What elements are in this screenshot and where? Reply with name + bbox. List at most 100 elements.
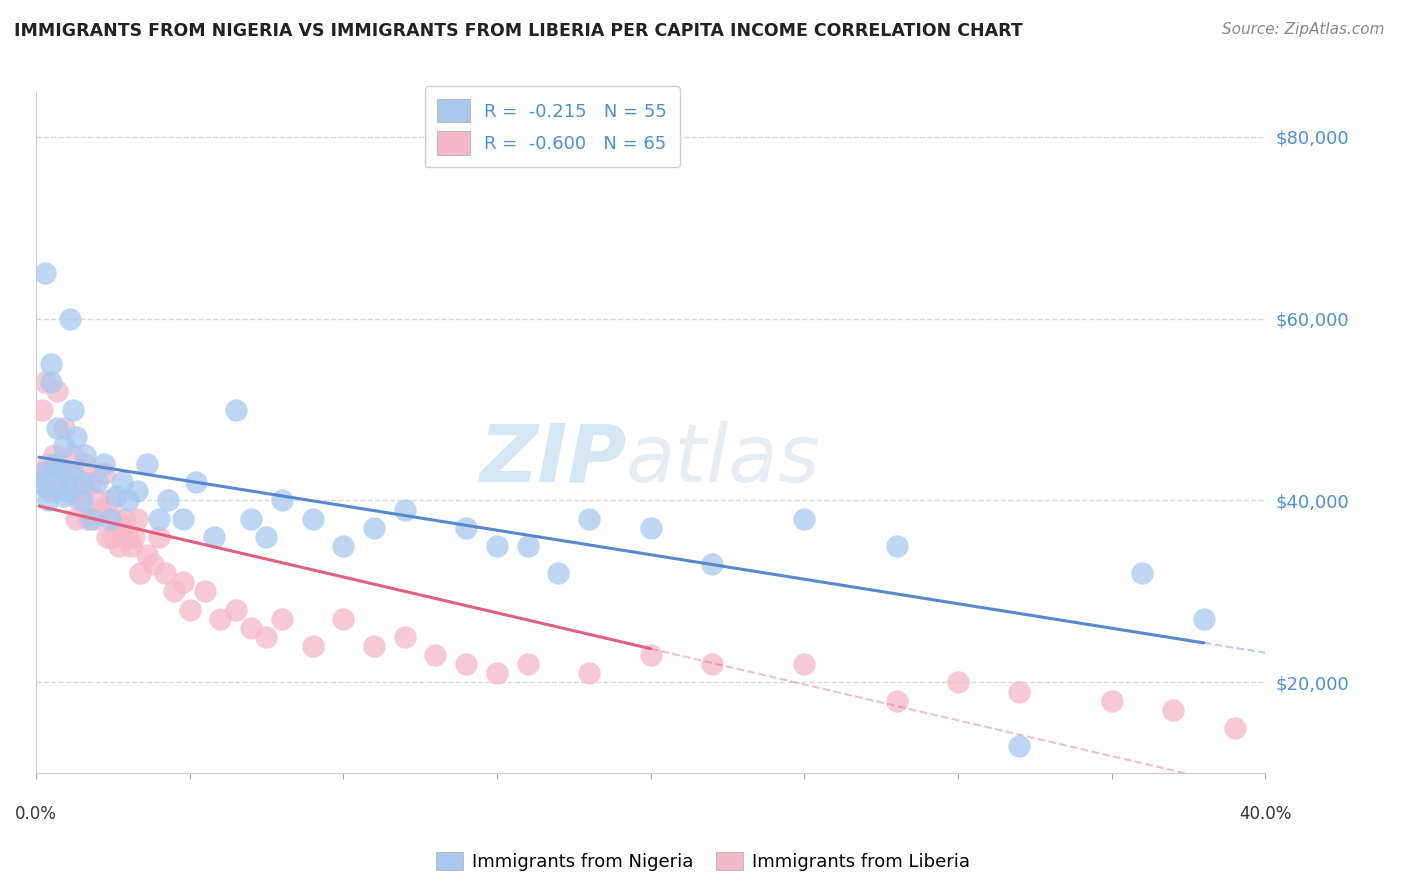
Point bbox=[194, 584, 217, 599]
Point bbox=[49, 461, 72, 475]
Point bbox=[886, 539, 908, 553]
Point bbox=[129, 566, 152, 581]
Point bbox=[240, 621, 263, 635]
Point bbox=[301, 511, 323, 525]
Legend: Immigrants from Nigeria, Immigrants from Liberia: Immigrants from Nigeria, Immigrants from… bbox=[429, 845, 977, 879]
Point bbox=[270, 493, 292, 508]
Point bbox=[39, 484, 62, 499]
Point bbox=[793, 657, 815, 672]
Point bbox=[52, 420, 75, 434]
Point bbox=[270, 612, 292, 626]
Point bbox=[1161, 703, 1184, 717]
Point bbox=[363, 521, 385, 535]
Text: Source: ZipAtlas.com: Source: ZipAtlas.com bbox=[1222, 22, 1385, 37]
Point bbox=[332, 612, 354, 626]
Point bbox=[55, 484, 77, 499]
Point bbox=[114, 511, 136, 525]
Point bbox=[516, 539, 538, 553]
Point bbox=[86, 475, 108, 490]
Point bbox=[96, 530, 118, 544]
Point bbox=[111, 521, 134, 535]
Point bbox=[39, 357, 62, 371]
Point bbox=[1192, 612, 1215, 626]
Point bbox=[202, 530, 225, 544]
Point bbox=[65, 430, 87, 444]
Point bbox=[886, 693, 908, 707]
Point bbox=[456, 657, 478, 672]
Point bbox=[93, 457, 115, 471]
Point bbox=[700, 657, 723, 672]
Point bbox=[46, 384, 69, 399]
Point bbox=[363, 639, 385, 653]
Point bbox=[37, 493, 59, 508]
Point bbox=[793, 511, 815, 525]
Point bbox=[946, 675, 969, 690]
Point bbox=[148, 511, 170, 525]
Point bbox=[65, 511, 87, 525]
Point bbox=[117, 530, 139, 544]
Point bbox=[62, 466, 84, 480]
Point bbox=[89, 502, 111, 516]
Point bbox=[98, 493, 121, 508]
Point bbox=[209, 612, 232, 626]
Point bbox=[425, 648, 447, 662]
Point bbox=[225, 602, 247, 616]
Point bbox=[93, 466, 115, 480]
Point bbox=[148, 530, 170, 544]
Point bbox=[28, 475, 51, 490]
Point bbox=[394, 502, 416, 516]
Point bbox=[135, 457, 157, 471]
Point bbox=[456, 521, 478, 535]
Point bbox=[46, 420, 69, 434]
Point bbox=[1101, 693, 1123, 707]
Point bbox=[101, 530, 124, 544]
Point bbox=[640, 521, 662, 535]
Point bbox=[46, 475, 69, 490]
Point bbox=[301, 639, 323, 653]
Text: IMMIGRANTS FROM NIGERIA VS IMMIGRANTS FROM LIBERIA PER CAPITA INCOME CORRELATION: IMMIGRANTS FROM NIGERIA VS IMMIGRANTS FR… bbox=[14, 22, 1022, 40]
Text: 0.0%: 0.0% bbox=[15, 805, 56, 823]
Point bbox=[70, 484, 93, 499]
Point bbox=[124, 530, 146, 544]
Legend: R =  -0.215   N = 55, R =  -0.600   N = 65: R = -0.215 N = 55, R = -0.600 N = 65 bbox=[425, 87, 681, 167]
Point bbox=[39, 375, 62, 389]
Point bbox=[44, 448, 66, 462]
Text: 40.0%: 40.0% bbox=[1239, 805, 1292, 823]
Point bbox=[640, 648, 662, 662]
Point bbox=[31, 402, 53, 417]
Point bbox=[28, 466, 51, 480]
Point bbox=[77, 511, 100, 525]
Point bbox=[157, 493, 180, 508]
Point bbox=[44, 457, 66, 471]
Point bbox=[52, 439, 75, 453]
Point bbox=[104, 511, 127, 525]
Point bbox=[485, 666, 508, 681]
Point bbox=[67, 493, 90, 508]
Point bbox=[70, 475, 93, 490]
Point bbox=[37, 457, 59, 471]
Point bbox=[75, 457, 97, 471]
Point bbox=[34, 480, 56, 494]
Point bbox=[80, 511, 103, 525]
Point bbox=[127, 484, 149, 499]
Point bbox=[256, 530, 278, 544]
Point bbox=[172, 575, 194, 590]
Point bbox=[516, 657, 538, 672]
Point bbox=[111, 475, 134, 490]
Point bbox=[394, 630, 416, 644]
Point bbox=[153, 566, 176, 581]
Point bbox=[240, 511, 263, 525]
Point bbox=[578, 666, 600, 681]
Point bbox=[70, 493, 93, 508]
Point bbox=[1008, 739, 1031, 753]
Point bbox=[332, 539, 354, 553]
Point bbox=[127, 511, 149, 525]
Text: atlas: atlas bbox=[626, 420, 821, 499]
Point bbox=[86, 493, 108, 508]
Point bbox=[1132, 566, 1154, 581]
Point bbox=[179, 602, 201, 616]
Point bbox=[108, 539, 131, 553]
Point bbox=[83, 511, 105, 525]
Point bbox=[62, 402, 84, 417]
Point bbox=[98, 511, 121, 525]
